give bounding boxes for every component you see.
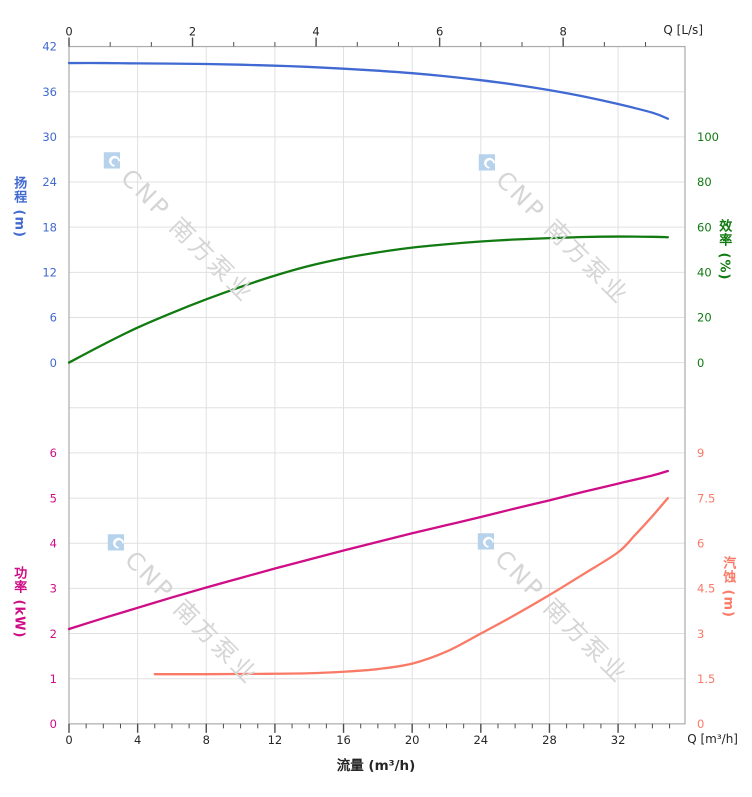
head-axis-tick-label: 30	[42, 130, 57, 144]
undefined	[685, 0, 693, 363]
undefined	[61, 0, 69, 588]
power-axis-tick-label: 1	[50, 672, 57, 686]
undefined	[685, 0, 693, 498]
undefined	[61, 0, 69, 92]
bottom-axis-tick-label: 32	[611, 733, 626, 747]
npsh-axis-tick-label: 3	[697, 627, 704, 641]
flow-axis-title: 流量 (m³/h)	[336, 758, 416, 774]
undefined	[61, 0, 69, 679]
undefined	[685, 0, 693, 137]
power-axis-title: 功率 (kW)	[11, 566, 27, 639]
power-axis-tick-label: 5	[50, 491, 57, 505]
npsh-axis-tick-label: 4.5	[697, 582, 715, 596]
plot-border	[68, 45, 686, 725]
undefined	[685, 0, 693, 272]
efficiency-axis-tick-label: 20	[697, 311, 712, 325]
bottom-axis-tick-label: 24	[473, 733, 488, 747]
efficiency-axis-tick-label: 40	[697, 265, 712, 279]
npsh-curve	[153, 496, 669, 676]
head-axis-tick-label: 42	[42, 40, 57, 54]
bottom-axis-tick-label: 16	[336, 733, 351, 747]
bottom-axis-tick-label: 4	[134, 733, 141, 747]
head-axis-title: 扬程 (m)	[11, 176, 27, 238]
head-curve	[67, 61, 669, 120]
npsh-axis-tick-label: 1.5	[697, 672, 715, 686]
undefined	[61, 0, 69, 317]
efficiency-axis-title: 效率 (%)	[716, 219, 732, 281]
top-axis-tick-label: 2	[189, 25, 196, 39]
undefined	[61, 0, 69, 543]
top-axis-tick-label: 8	[560, 25, 567, 39]
bottom-axis-tick-label: 8	[203, 733, 210, 747]
bottom-axis-tick-label: 28	[542, 733, 557, 747]
power-axis-tick-label: 6	[50, 446, 57, 460]
top-axis-tick-label: 0	[65, 25, 72, 39]
undefined	[61, 0, 69, 724]
top-axis-tick-label: 4	[312, 25, 319, 39]
efficiency-curve	[67, 235, 669, 364]
head-axis-tick-label: 6	[50, 311, 57, 325]
undefined	[61, 0, 69, 453]
bottom-axis-tick-label: 20	[405, 733, 420, 747]
undefined	[61, 0, 69, 363]
undefined	[61, 0, 69, 498]
power-axis-tick-label: 0	[50, 717, 57, 731]
head-axis-tick-label: 24	[42, 175, 57, 189]
undefined	[61, 0, 69, 46]
power-curve	[67, 469, 669, 631]
npsh-axis-tick-label: 7.5	[697, 491, 715, 505]
undefined	[61, 0, 69, 634]
npsh-axis-tick-label: 9	[697, 446, 704, 460]
efficiency-axis-tick-label: 60	[697, 220, 712, 234]
npsh-axis-title: 汽蚀 (m)	[720, 556, 736, 618]
undefined	[685, 0, 693, 724]
undefined	[61, 0, 69, 137]
efficiency-axis-tick-label: 0	[697, 356, 704, 370]
power-axis-tick-label: 2	[50, 627, 57, 641]
bottom-axis-tick-label: 0	[65, 733, 72, 747]
undefined	[685, 0, 693, 543]
power-axis-tick-label: 4	[50, 536, 57, 550]
bottom-axis-unit-label: Q [m³/h]	[687, 732, 738, 746]
npsh-axis-tick-label: 6	[697, 536, 704, 550]
power-axis-tick-label: 3	[50, 582, 57, 596]
undefined	[685, 0, 693, 317]
head-axis-tick-label: 18	[42, 220, 57, 234]
npsh-axis-tick-label: 0	[697, 717, 704, 731]
head-axis-tick-label: 36	[42, 85, 57, 99]
efficiency-axis-tick-label: 100	[697, 130, 719, 144]
undefined	[685, 0, 693, 634]
top-axis-tick-label: 6	[436, 25, 443, 39]
undefined	[685, 0, 693, 453]
head-axis-tick-label: 12	[42, 265, 57, 279]
undefined	[61, 0, 69, 272]
efficiency-axis-tick-label: 80	[697, 175, 712, 189]
head-axis-tick-label: 0	[50, 356, 57, 370]
bottom-axis-tick-label: 12	[268, 733, 283, 747]
undefined	[685, 0, 693, 679]
top-axis-unit-label: Q [L/s]	[663, 23, 703, 37]
undefined	[685, 0, 693, 588]
